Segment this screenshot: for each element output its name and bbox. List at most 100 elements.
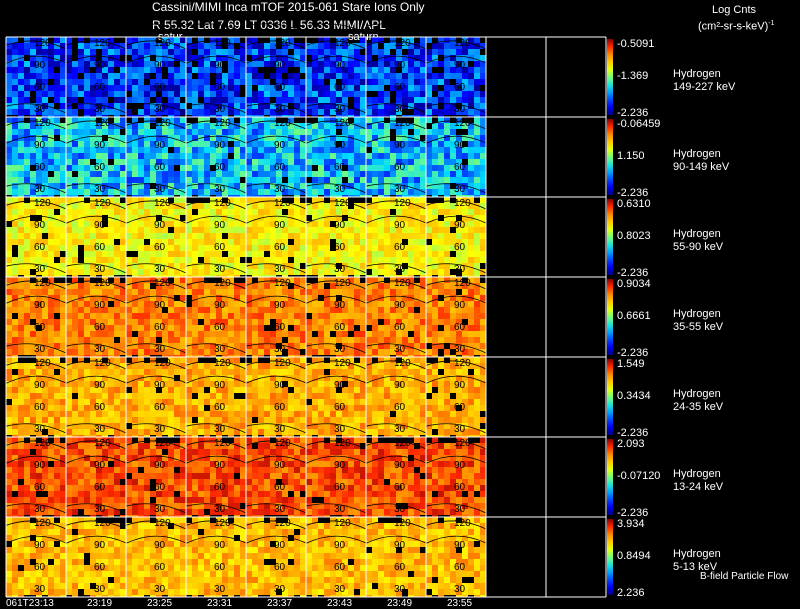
pitch-angle-contour <box>125 40 187 50</box>
heatmap-cell <box>240 123 246 129</box>
heatmap-cell <box>228 195 234 197</box>
pitch-angle-label: 30 <box>154 424 166 435</box>
heatmap-cell <box>120 103 126 109</box>
heatmap-cell <box>18 141 24 147</box>
heatmap-cell <box>72 159 78 165</box>
heatmap-cell <box>450 49 456 55</box>
heatmap-cell <box>258 43 264 49</box>
heatmap-cell <box>138 257 144 263</box>
heatmap-cell <box>78 349 84 355</box>
heatmap-cell <box>366 215 372 221</box>
heatmap-cell <box>282 97 288 103</box>
heatmap-cell <box>276 325 282 331</box>
heatmap-cell <box>246 387 252 393</box>
heatmap-cell <box>294 177 300 183</box>
heatmap-cell <box>414 159 420 165</box>
heatmap-cell <box>174 79 180 85</box>
heatmap-cell <box>126 209 132 215</box>
heatmap-cell <box>462 79 468 85</box>
heatmap-cell <box>282 203 288 209</box>
heatmap-cell <box>54 197 60 203</box>
heatmap-cell <box>336 115 342 117</box>
heatmap-cell <box>204 221 210 227</box>
heatmap-cell <box>150 357 156 363</box>
heatmap-cell <box>6 227 12 233</box>
heatmap-cell <box>294 269 300 275</box>
heatmap-cell <box>300 435 306 437</box>
heatmap-cell <box>24 325 30 331</box>
heatmap-cell <box>228 209 234 215</box>
heatmap-cell <box>258 393 264 399</box>
heatmap-cell <box>318 337 324 343</box>
heatmap-cell <box>480 239 486 245</box>
heatmap-cell <box>342 325 348 331</box>
heatmap-cell <box>288 301 294 307</box>
heatmap-cell <box>414 215 420 221</box>
heatmap-cell <box>282 85 288 91</box>
heatmap-cell <box>336 257 342 263</box>
heatmap-cell <box>246 147 252 153</box>
heatmap-cell <box>174 313 180 319</box>
heatmap-cell <box>354 239 360 245</box>
heatmap-cell <box>294 183 300 189</box>
heatmap-cell <box>60 227 66 233</box>
heatmap-cell <box>180 343 186 349</box>
pitch-angle-label: 60 <box>34 322 46 333</box>
heatmap-cell <box>210 209 216 215</box>
heatmap-cell <box>426 307 432 313</box>
heatmap-cell <box>324 171 330 177</box>
heatmap-cell <box>174 97 180 103</box>
heatmap-cell <box>204 257 210 263</box>
heatmap-cell <box>18 183 24 189</box>
heatmap-cell <box>222 387 228 393</box>
heatmap-cell <box>348 61 354 67</box>
heatmap-cell <box>216 103 222 109</box>
heatmap-cell <box>48 423 54 429</box>
heatmap-cell <box>72 215 78 221</box>
heatmap-cell <box>264 289 270 295</box>
heatmap-cell <box>408 289 414 295</box>
heatmap-cell <box>102 325 108 331</box>
heatmap-cell <box>108 331 114 337</box>
heatmap-cell <box>120 159 126 165</box>
heatmap-cell <box>78 387 84 393</box>
heatmap-cell <box>414 55 420 61</box>
heatmap-cell <box>24 381 30 387</box>
heatmap-cell <box>204 153 210 159</box>
heatmap-cell <box>138 411 144 417</box>
heatmap-cell <box>438 37 444 43</box>
heatmap-cell <box>288 115 294 117</box>
heatmap-cell <box>210 313 216 319</box>
heatmap-cell <box>150 263 156 269</box>
heatmap-cell <box>390 55 396 61</box>
heatmap-cell <box>246 49 252 55</box>
heatmap-cell <box>42 313 48 319</box>
heatmap-cell <box>18 393 24 399</box>
heatmap-cell <box>156 115 162 117</box>
heatmap-cell <box>276 197 282 203</box>
heatmap-cell <box>360 263 366 269</box>
heatmap-cell <box>264 405 270 411</box>
heatmap-cell <box>12 423 18 429</box>
heatmap-cell <box>180 55 186 61</box>
heatmap-cell <box>66 215 72 221</box>
heatmap-cell <box>138 357 144 363</box>
heatmap-cell <box>18 43 24 49</box>
heatmap-cell <box>108 325 114 331</box>
colorbar-unit-subtitle: (cm²-sr-s-keV)-1 <box>698 20 775 33</box>
heatmap-cell <box>42 189 48 195</box>
heatmap-cell <box>204 141 210 147</box>
heatmap-cell <box>162 277 168 283</box>
heatmap-cell <box>102 55 108 61</box>
heatmap-cell <box>384 73 390 79</box>
heatmap-cell <box>426 245 432 251</box>
heatmap-cell <box>180 319 186 325</box>
heatmap-cell <box>30 79 36 85</box>
heatmap-cell <box>78 117 84 123</box>
heatmap-cell <box>216 203 222 209</box>
heatmap-cell <box>180 49 186 55</box>
heatmap-cell <box>282 123 288 129</box>
heatmap-cell <box>246 269 252 275</box>
heatmap-cell <box>210 135 216 141</box>
heatmap-cell <box>72 141 78 147</box>
